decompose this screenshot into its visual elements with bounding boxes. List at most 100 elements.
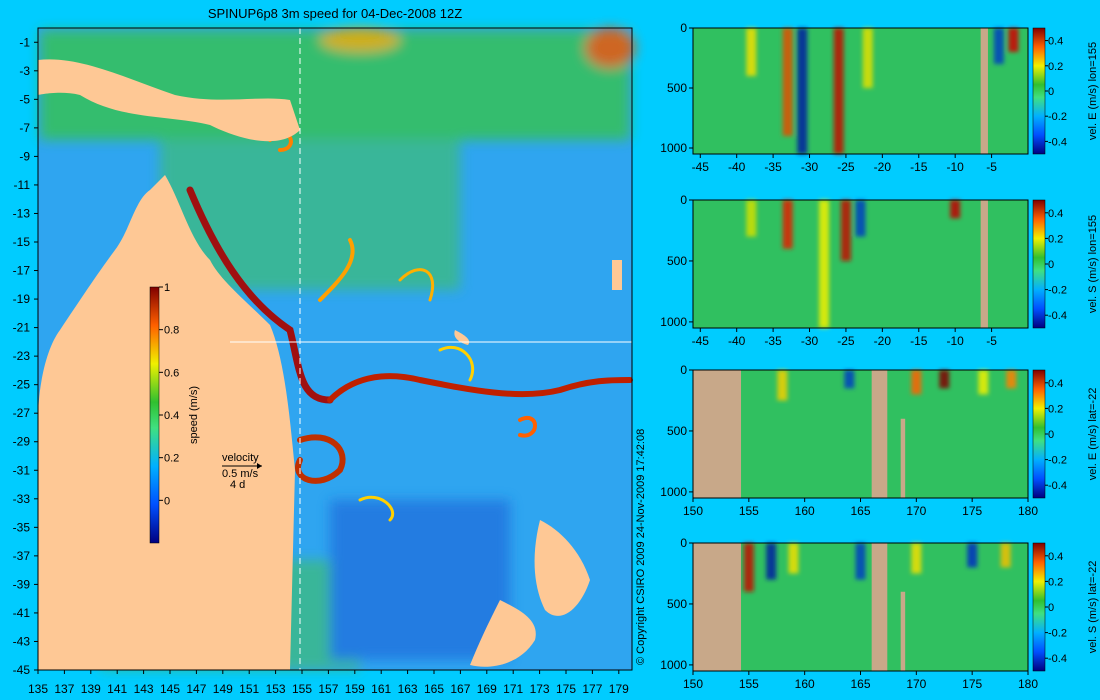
map-currents	[186, 131, 633, 522]
section-field-feature	[855, 543, 866, 580]
map-y-tick-label: -21	[13, 321, 31, 335]
section-field-feature	[967, 543, 978, 568]
section-x-tick-label: -10	[947, 160, 965, 174]
map-x-tick-label: 141	[107, 682, 127, 696]
section-panel: -45 -40 -35 -30 -25 -20 -15 -10 -5 0 500 1000 0.4 0.2…	[660, 193, 1099, 348]
section-field-feature	[746, 28, 757, 76]
section-x-tick-label: -5	[986, 334, 997, 348]
section-y-tick-label: 500	[667, 254, 687, 268]
section-x-tick-label: -15	[910, 334, 928, 348]
map-y-tick-label: -39	[13, 577, 31, 591]
map-y-tick-label: -37	[13, 549, 31, 563]
section-x-tick-label: -40	[728, 334, 746, 348]
section-colorbar-label: 0.4	[1048, 208, 1063, 220]
map-x-tick-label: 175	[556, 682, 576, 696]
section-colorbar-label: 0.2	[1048, 403, 1063, 415]
copyright: © Copyright CSIRO 2009 24-Nov-2009 17:42…	[635, 429, 647, 665]
section-variable-label: vel. E (m/s) lon=155	[1087, 42, 1099, 140]
section-y-tick-label: 500	[667, 424, 687, 438]
map-x-tick-label: 149	[213, 682, 233, 696]
section-x-tick-label: -20	[874, 334, 892, 348]
section-field	[777, 370, 1017, 401]
map-land	[38, 59, 622, 670]
section-x-tick-label: -5	[986, 160, 997, 174]
map-y-tick-label: -11	[14, 178, 31, 192]
map-x-tick-label: 173	[530, 682, 550, 696]
section-field-feature	[862, 28, 873, 88]
section-colorbar-label: -0.2	[1048, 628, 1067, 640]
section-field-bg	[693, 370, 1028, 498]
section-land	[693, 370, 742, 498]
map-x-tick-label: 155	[292, 682, 312, 696]
section-colorbar	[1032, 369, 1046, 499]
section-panel: 150 155 160 165 170 175 180 0 500 1000 0.4 0.2 0 -0.2…	[660, 536, 1099, 691]
new-guinea	[38, 59, 300, 142]
map-colorbar-label: speed (m/s)	[188, 386, 200, 444]
section-x-tick-label: -35	[764, 160, 782, 174]
section-y-tick-label: 500	[667, 81, 687, 95]
section-field-feature	[911, 543, 922, 574]
map-y-tick-label: -29	[13, 435, 31, 449]
colorbar-tick-label: 1	[164, 282, 170, 294]
map-x-tick-label: 169	[477, 682, 497, 696]
section-colorbar	[1032, 199, 1046, 329]
section-x-tick-label: -45	[692, 334, 710, 348]
section-x-tick-label: -10	[947, 334, 965, 348]
section-y-tick-label: 0	[680, 363, 687, 377]
section-land	[871, 370, 888, 498]
section-field-feature	[978, 370, 989, 395]
section-x-tick-label: -15	[910, 160, 928, 174]
map-y-tick-label: -45	[13, 663, 31, 677]
section-colorbar-label: 0.4	[1048, 378, 1063, 390]
section-variable-label: vel. S (m/s) lat=-22	[1087, 561, 1099, 654]
map-panel: 135 137 139 141 143 145 147 149 151 153 155 157 159 1…	[13, 27, 635, 696]
section-x-tick-label: 155	[739, 677, 759, 691]
section-x-tick-label: 180	[1018, 504, 1038, 518]
section-field-feature	[766, 543, 777, 580]
section-colorbar-label: 0	[1048, 259, 1054, 271]
section-field-feature	[1000, 543, 1011, 568]
section-field-feature	[1008, 28, 1019, 52]
section-colorbar-label: -0.4	[1048, 480, 1067, 492]
map-y-tick-label: -17	[13, 264, 31, 278]
section-colorbar-label: -0.4	[1048, 136, 1067, 148]
map-colorbar	[149, 286, 160, 544]
section-variable-label: vel. E (m/s) lat=-22	[1087, 388, 1099, 481]
section-x-tick-label: 160	[795, 677, 815, 691]
section-colorbar-label: -0.4	[1048, 310, 1067, 322]
section-colorbar-label: 0	[1048, 86, 1054, 98]
section-land	[871, 543, 888, 671]
section-land	[980, 28, 988, 154]
section-field-feature	[855, 200, 866, 237]
section-colorbar-label: -0.2	[1048, 285, 1067, 297]
map-x-tick-label: 163	[398, 682, 418, 696]
section-field-feature	[819, 200, 830, 328]
section-frame	[692, 27, 1029, 155]
map-y-tick-label: -43	[13, 634, 31, 648]
section-frame	[692, 199, 1029, 329]
section-y-tick-label: 1000	[660, 658, 687, 672]
section-panel: 150 155 160 165 170 175 180 0 500 1000 0.4 0.2 0 -0.2…	[660, 363, 1099, 518]
map-x-tick-label: 157	[318, 682, 338, 696]
map-y-tick-label: -13	[13, 206, 31, 220]
map-y-tick-label: -25	[13, 378, 31, 392]
section-field-feature	[950, 200, 961, 219]
map-x-tick-label: 153	[266, 682, 286, 696]
colorbar-tick-label: 0.4	[164, 410, 179, 422]
section-field-feature	[788, 543, 799, 574]
section-y-tick-label: 1000	[660, 315, 687, 329]
section-x-tick-label: -35	[764, 334, 782, 348]
velocity-key-label: velocity	[222, 452, 259, 464]
map-x-tick-label: 171	[503, 682, 523, 696]
section-field-feature	[911, 370, 922, 395]
velocity-key-speed: 0.5 m/s	[222, 468, 259, 480]
map-y-tick-label: -5	[19, 92, 30, 106]
section-y-tick-label: 0	[680, 21, 687, 35]
section-land	[693, 543, 742, 671]
section-field-feature	[1006, 370, 1017, 389]
section-colorbar-label: 0.4	[1048, 551, 1063, 563]
map-x-tick-label: 135	[28, 682, 48, 696]
map-x-tick-label: 143	[134, 682, 154, 696]
map-y-tick-label: -3	[19, 64, 30, 78]
